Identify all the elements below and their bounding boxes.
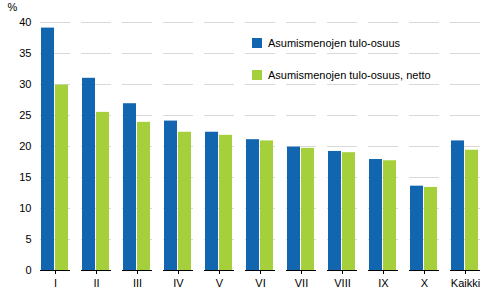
svg-text:10: 10 bbox=[19, 202, 31, 214]
svg-text:IX: IX bbox=[378, 277, 389, 289]
svg-text:5: 5 bbox=[25, 233, 31, 245]
svg-text:VIII: VIII bbox=[334, 277, 351, 289]
svg-text:IV: IV bbox=[173, 277, 184, 289]
svg-text:X: X bbox=[421, 277, 429, 289]
svg-text:15: 15 bbox=[19, 171, 31, 183]
svg-text:Kaikki: Kaikki bbox=[451, 277, 480, 289]
svg-text:VII: VII bbox=[295, 277, 308, 289]
svg-text:VI: VI bbox=[255, 277, 265, 289]
html-text:Asumismenojen tulo-osuus, nett: Asumismenojen tulo-osuus, netto bbox=[268, 69, 431, 81]
svg-text:35: 35 bbox=[19, 47, 31, 59]
svg-text:40: 40 bbox=[19, 16, 31, 28]
html-text:Asumismenojen tulo-osuus: Asumismenojen tulo-osuus bbox=[268, 37, 401, 49]
svg-text:%: % bbox=[8, 1, 18, 13]
svg-text:25: 25 bbox=[19, 109, 31, 121]
svg-text:V: V bbox=[216, 277, 224, 289]
svg-text:20: 20 bbox=[19, 140, 31, 152]
svg-text:I: I bbox=[54, 277, 57, 289]
svg-text:0: 0 bbox=[25, 264, 31, 276]
svg-text:III: III bbox=[133, 277, 142, 289]
svg-text:30: 30 bbox=[19, 78, 31, 90]
svg-text:II: II bbox=[93, 277, 99, 289]
